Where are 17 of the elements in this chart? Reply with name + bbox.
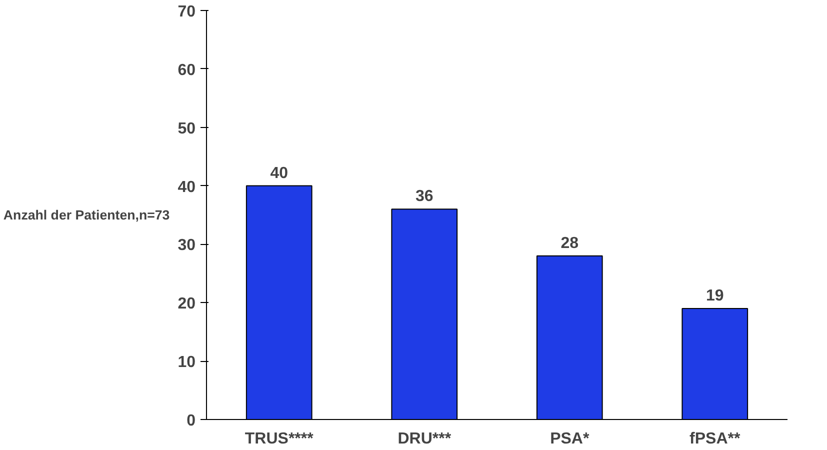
y-tick-label: 10: [178, 354, 196, 372]
x-tick-label: TRUS****: [244, 430, 314, 448]
x-tick-label: DRU***: [398, 430, 452, 448]
data-label: 19: [706, 287, 724, 304]
y-tick-label: 70: [178, 4, 196, 20]
y-tick-label: 0: [186, 412, 196, 430]
x-tick-label: fPSA**: [690, 430, 741, 448]
y-axis-title: Anzahl der Patienten,n=73: [3, 208, 170, 222]
data-label: 40: [270, 164, 288, 182]
y-tick-label: 50: [178, 120, 196, 138]
data-label: 36: [415, 188, 434, 206]
y-tick-label: 20: [178, 296, 196, 313]
y-tick-label: 30: [178, 237, 196, 254]
y-tick-label: 60: [178, 62, 196, 79]
data-label: 28: [560, 234, 579, 252]
x-tick-label: PSA*: [550, 430, 590, 448]
y-tick-label: 40: [178, 178, 196, 196]
